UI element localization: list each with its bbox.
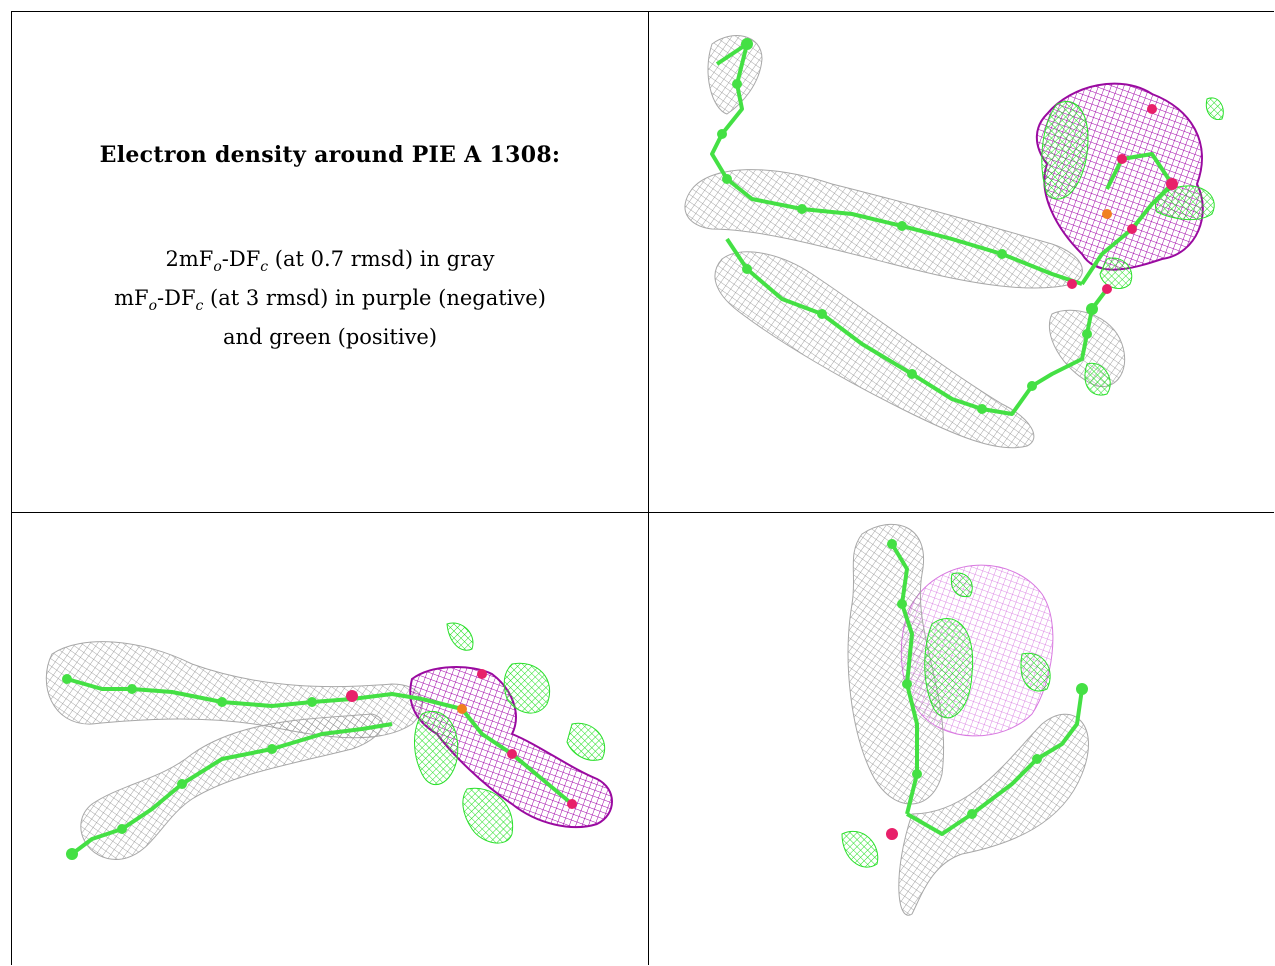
atoms-oxygen <box>346 669 577 809</box>
green-density-blob-2 <box>503 662 550 714</box>
green-density-blob-3 <box>1099 257 1133 289</box>
green-density-blob-1 <box>414 710 459 786</box>
gray-density-left-column <box>847 523 945 805</box>
green-density-blob-1 <box>1041 101 1089 200</box>
green-density-blob-3 <box>841 830 879 868</box>
stick-model-upper <box>66 677 423 708</box>
stick-model-hook <box>906 688 1084 836</box>
atom-phosphorus <box>1102 209 1112 219</box>
legend-line-purple: mFo-DFc (at 3 rmsd) in purple (negative) <box>114 286 546 315</box>
gray-density-hook <box>898 713 1089 916</box>
legend-line-gray: 2mFo-DFc (at 0.7 rmsd) in gray <box>165 247 495 276</box>
green-density-blob-5 <box>1205 97 1224 121</box>
figure-title: Electron density around PIE A 1308: <box>99 142 561 168</box>
atom-phosphorus <box>457 704 467 714</box>
atoms-carbon <box>887 539 1088 819</box>
density-view-top-right <box>652 14 1274 510</box>
figure-legend: 2mFo-DFc (at 0.7 rmsd) in gray mFo-DFc (… <box>12 244 648 353</box>
green-density-blob-2 <box>1020 652 1051 692</box>
green-density-blob-5 <box>446 622 474 651</box>
green-density-blob-4 <box>566 722 606 761</box>
legend-line-green: and green (positive) <box>222 325 438 350</box>
stick-model-left <box>890 542 919 815</box>
green-density-blob-4 <box>1084 362 1111 396</box>
green-density-blob-1 <box>924 618 974 719</box>
density-view-bottom-left <box>12 514 648 964</box>
table-border-row <box>11 512 1274 513</box>
gray-density-lower-chain <box>80 713 383 860</box>
caption-cell: Electron density around PIE A 1308: 2mFo… <box>12 12 648 512</box>
density-view-bottom-right <box>652 514 1274 964</box>
table-border-middle <box>648 11 649 965</box>
stick-model-lower <box>70 722 393 856</box>
stick-model-headgroup <box>1080 152 1174 286</box>
table-border-top <box>11 11 1274 12</box>
gray-density-tail <box>707 35 763 115</box>
stick-model-headgroup <box>421 697 574 806</box>
green-density-blob-3 <box>462 787 514 844</box>
stick-model-upper <box>710 42 1083 286</box>
atoms-carbon <box>717 38 1098 414</box>
atoms-oxygen <box>1067 104 1178 294</box>
table-border-left <box>11 11 12 965</box>
gray-density-upper-chain <box>45 641 423 739</box>
green-density-blob-4 <box>950 572 973 598</box>
atoms-carbon <box>62 674 317 860</box>
atom-oxygen <box>886 828 898 840</box>
